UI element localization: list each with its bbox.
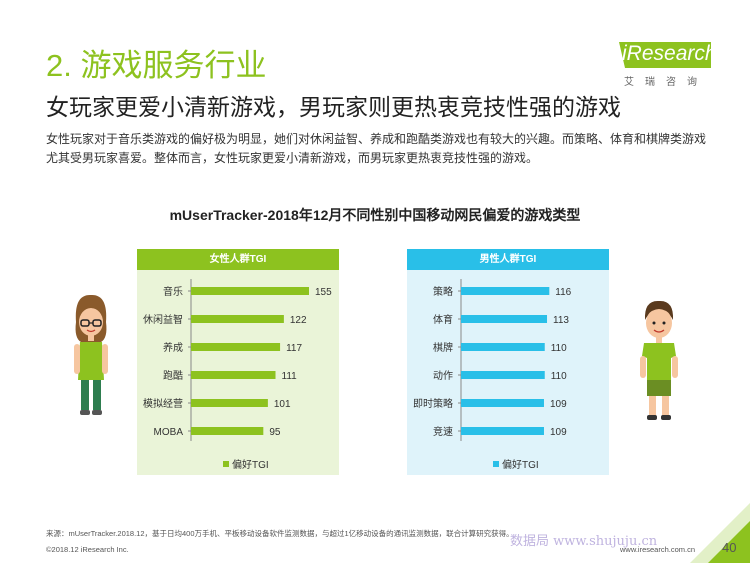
data-label: 111 [282, 371, 298, 382]
legend-swatch [223, 461, 229, 467]
legend-label: 偏好TGI [232, 458, 269, 471]
male-tgi-panel: 男性人群TGI 策略 116 体育 113 棋牌 110 动作 110 即时策略 109 竞速 109… [407, 249, 609, 475]
male-panel-background [407, 249, 609, 475]
data-label: 110 [551, 343, 567, 354]
data-bar [461, 315, 548, 323]
female-tgi-chart: 音乐 155 休闲益智 122 养成 117 跑酷 111 模拟经营 101 MOBA 95 偏好TGI [143, 279, 332, 471]
data-label: 110 [551, 371, 567, 382]
category-label: 策略 [433, 285, 453, 298]
section-title: 2. 游戏服务行业 [46, 48, 267, 83]
category-label: MOBA [154, 427, 184, 438]
data-label: 117 [286, 343, 302, 354]
copyright: ©2018.12 iResearch Inc. [46, 545, 129, 554]
female-tgi-panel: 女性人群TGI 音乐 155 休闲益智 122 养成 117 跑酷 111 模拟经营 101 MOB… [137, 249, 339, 475]
data-bar [191, 287, 309, 295]
data-bar [461, 343, 545, 351]
chart-title: mUserTracker-2018年12月不同性别中国移动网民偏爱的游戏类型 [169, 207, 581, 223]
data-bar [461, 371, 545, 379]
data-bar [191, 343, 281, 351]
data-label: 122 [290, 315, 307, 326]
legend-label: 偏好TGI [502, 458, 539, 471]
logo-subtitle: 艾瑞咨询 [624, 77, 708, 88]
legend-swatch [493, 461, 499, 467]
data-bar [191, 315, 284, 323]
data-bar [461, 427, 544, 435]
category-label: 棋牌 [433, 341, 453, 354]
category-label: 体育 [433, 313, 453, 326]
category-label: 动作 [433, 370, 453, 382]
female-panel-background [137, 249, 339, 475]
female-player-icon [74, 294, 108, 415]
category-label: 竞速 [433, 425, 453, 438]
data-bar [191, 399, 268, 407]
logo-text: iResearch [622, 42, 717, 65]
website-link[interactable]: www.iresearch.com.cn [620, 545, 696, 554]
female-panel-header: 女性人群TGI [137, 249, 339, 270]
category-label: 跑酷 [163, 369, 183, 382]
data-bar [461, 399, 544, 407]
category-label: 休闲益智 [143, 313, 183, 326]
corner-decoration [690, 503, 750, 563]
data-label: 155 [315, 287, 332, 298]
data-label: 101 [274, 399, 291, 410]
data-label: 109 [550, 399, 567, 410]
data-bar [461, 287, 550, 295]
category-label: 音乐 [163, 285, 183, 298]
data-label: 113 [553, 315, 569, 326]
male-tgi-chart: 策略 116 体育 113 棋牌 110 动作 110 即时策略 109 竞速 109 偏好TGI [413, 279, 572, 471]
data-label: 95 [269, 427, 281, 438]
category-label: 模拟经营 [143, 397, 183, 410]
logo-banner-shape [619, 42, 711, 68]
source-note: 来源：mUserTracker.2018.12，基于日均400万手机、平板移动设… [46, 529, 514, 538]
page-number: 40 [722, 540, 737, 555]
watermark: 数据局 www.shujuju.cn [510, 534, 658, 549]
male-panel-header: 男性人群TGI [407, 249, 609, 270]
page-headline: 女玩家更爱小清新游戏，男玩家则更热衷竞技性强的游戏 [46, 94, 621, 120]
iresearch-logo [619, 42, 711, 68]
page-description: 女性玩家对于音乐类游戏的偏好极为明显，她们对休闲益智、养成和跑酷类游戏也有较大的… [46, 132, 707, 165]
data-label: 116 [555, 287, 571, 298]
category-label: 养成 [163, 341, 183, 354]
category-label: 即时策略 [413, 397, 453, 410]
data-bar [191, 371, 276, 379]
male-player-icon [640, 300, 678, 420]
data-bar [191, 427, 264, 435]
data-label: 109 [550, 427, 567, 438]
